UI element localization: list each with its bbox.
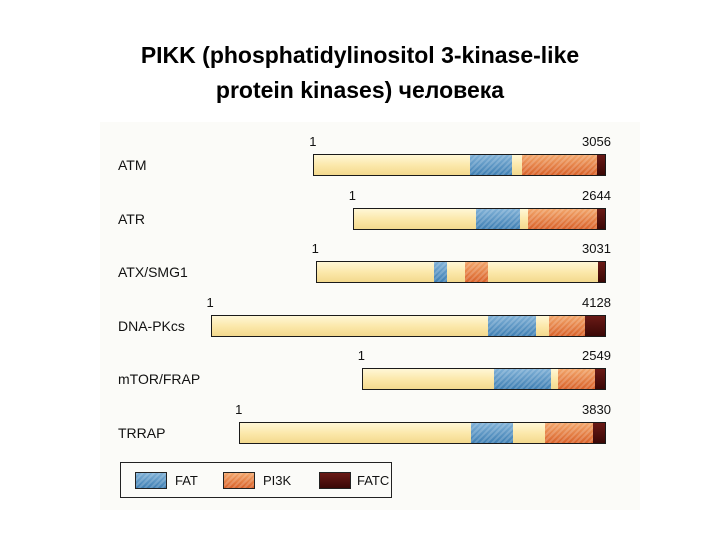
title-line-2: protein kinases) человека	[215, 77, 505, 103]
title-line-1: PIKK (phosphatidylinositol 3-kinase-like	[140, 42, 580, 68]
legend-fat-swatch	[135, 472, 167, 489]
fat-domain	[433, 262, 447, 282]
pi3k-domain	[544, 422, 593, 443]
fat-domain	[470, 155, 513, 175]
pi3k-domain	[527, 208, 598, 229]
protein-label: ATR	[118, 210, 145, 227]
fat-domain	[476, 208, 520, 229]
start-residue-label: 1	[309, 134, 317, 149]
protein-label: ATX/SMG1	[118, 264, 188, 280]
protein-bar	[352, 207, 606, 230]
fat-domain	[470, 422, 513, 443]
legend-fat-label: FAT	[175, 473, 198, 488]
fat-domain	[487, 315, 536, 336]
fatc-domain	[592, 422, 605, 443]
end-residue-label: 3056	[582, 134, 611, 149]
protein-label: ATM	[118, 157, 147, 173]
pi3k-domain	[465, 262, 488, 282]
fatc-domain	[598, 262, 605, 282]
pi3k-domain	[521, 155, 597, 175]
protein-bar	[210, 314, 606, 337]
start-residue-label: 1	[348, 187, 356, 203]
legend-pi3k-label: PI3K	[263, 473, 292, 488]
legend-fatc-swatch	[319, 472, 351, 489]
fatc-domain	[596, 155, 605, 175]
end-residue-label: 3031	[582, 241, 611, 256]
end-residue-label: 2549	[582, 348, 611, 363]
fatc-domain	[594, 369, 605, 389]
page-title: PIKK (phosphatidylinositol 3-kinase-like…	[0, 38, 720, 108]
pi3k-domain	[557, 369, 595, 389]
start-residue-label: 1	[311, 241, 319, 256]
protein-bar	[361, 368, 606, 390]
legend-fatc-label: FATC	[357, 473, 390, 488]
start-residue-label: 1	[206, 294, 214, 310]
pi3k-domain	[548, 315, 586, 336]
end-residue-label: 4128	[582, 294, 611, 310]
protein-bar	[313, 154, 606, 176]
fatc-domain	[585, 315, 605, 336]
protein-label: mTOR/FRAP	[118, 371, 201, 387]
end-residue-label: 2644	[582, 187, 611, 203]
protein-bar	[239, 421, 606, 444]
fat-domain	[494, 369, 552, 389]
legend-pi3k-swatch	[223, 472, 255, 489]
start-residue-label: 1	[235, 401, 243, 417]
domain-diagram: ATM 1 3056 ATR 1 2644 ATX/SMG1 1 3031 DNA-PKcs 1 41…	[100, 122, 640, 510]
start-residue-label: 1	[357, 348, 366, 363]
protein-bar	[315, 261, 606, 283]
protein-label: TRRAP	[118, 424, 166, 441]
domain-legend: FAT PI3K FATC	[120, 462, 392, 498]
fatc-domain	[597, 208, 605, 229]
end-residue-label: 3830	[582, 401, 611, 417]
protein-label: DNA-PKcs	[118, 317, 185, 334]
